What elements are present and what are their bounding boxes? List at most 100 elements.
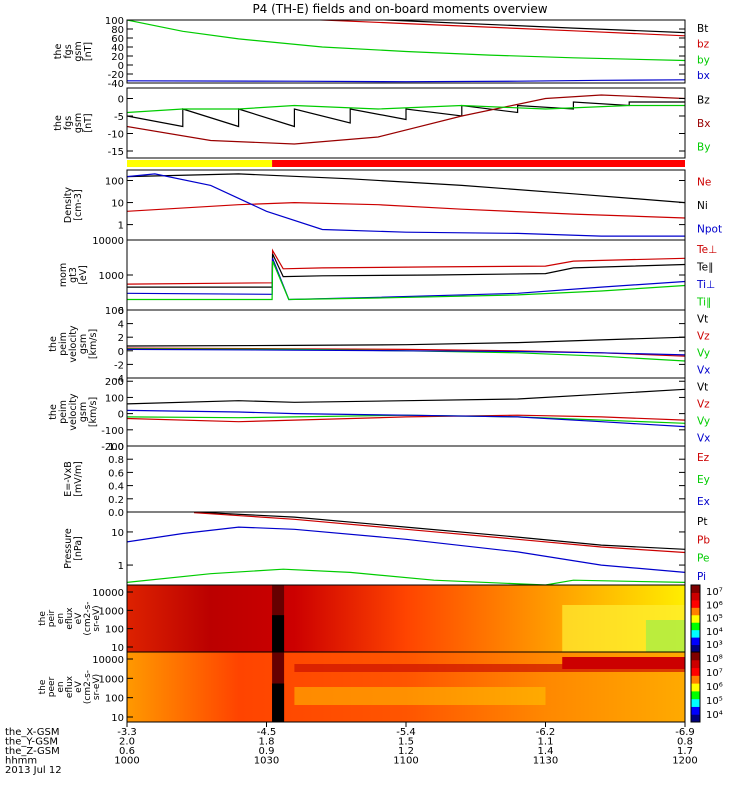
y-tick-label: 0 (118, 410, 124, 421)
series-line-fgs-gsm-2 (127, 20, 685, 62)
colorbar-segment (691, 637, 700, 646)
series-line-pressure-0 (193, 512, 685, 550)
legend-entry-fgs-gsm-detail-0: Bz (697, 95, 710, 107)
y-axis-label: the (38, 611, 48, 626)
y-axis-label: Pressure (63, 528, 74, 569)
panel-fgs-gsm-detail: -15 -10 -5 0 the fgs gsm [nT] Bz Bx By (53, 87, 710, 159)
x-axis-value: 1130 (533, 756, 558, 767)
colorbar-segment (691, 585, 700, 593)
legend-entry-pressure-3: Pi (697, 571, 706, 583)
colorbar-tick-label: 10⁵ (706, 614, 723, 625)
legend-entry-pressure-2: Pe (697, 553, 709, 565)
y-tick-label: 0.6 (108, 468, 124, 479)
y-tick-label: -40 (108, 79, 124, 90)
legend-entry-temperature-2: Ti⊥ (696, 279, 715, 291)
y-tick-label: -10 (108, 130, 124, 141)
spectrogram-peer-spectrogram: 10 100 1000 10000 the peer en eflux eV (cm2-s-sr-… (38, 651, 723, 724)
series-line-density-1 (127, 173, 685, 204)
y-tick-label: 200 (105, 377, 124, 388)
y-tick-label: 80 (111, 25, 124, 36)
colorbar-tick-label: 10⁷ (706, 668, 723, 679)
panel-frame (126, 19, 686, 84)
y-axis-label: eflux (65, 607, 75, 630)
y-axis-label: eflux (65, 675, 75, 698)
legend-entry-efield-2: Ex (697, 496, 710, 508)
y-axis-label: the (48, 336, 59, 352)
spectrogram-band-low (294, 687, 546, 705)
series-line-temperature-2 (127, 258, 685, 301)
legend-entry-velocity-peim-0: Vt (697, 382, 708, 394)
series-line-velocity-peim-3 (127, 409, 685, 428)
colorbar-tick-label: 10⁶ (706, 682, 723, 693)
panel-efield: 0.0 0.2 0.4 0.6 0.8 1.0 E=-VxB [mV/m] Ez Ey Ex (63, 442, 710, 519)
plot-title: P4 (TH-E) fields and on-board moments ov… (252, 2, 547, 16)
y-tick-label: 100 (105, 625, 124, 636)
x-axis-value: 1030 (254, 756, 279, 767)
x-axis-layer: the_X-GSM -3.3 -4.5 -5.4 -6.2 -6.9 the_Y-GSM 2.… (5, 722, 698, 776)
colorbar-frame (690, 651, 701, 723)
y-axis-label: gsm (78, 402, 89, 422)
panel-frame (126, 445, 686, 513)
legend-entry-pressure-0: Pt (697, 516, 707, 528)
legend-entry-velocity-perp-2: Vy (697, 348, 710, 360)
series-line-fgs-gsm-1 (308, 20, 685, 37)
y-tick-label: 10000 (92, 236, 124, 247)
colorbar-segment (691, 644, 700, 653)
colorbar-tick-label: 10³ (706, 640, 723, 651)
legend-entry-fgs-gsm-detail-1: Bx (697, 118, 710, 130)
y-tick-label: 1000 (99, 271, 124, 282)
x-axis-value: 1.8 (259, 737, 275, 748)
series-line-fgs-gsm-detail-1 (127, 94, 685, 145)
y-axis-label: fgs (63, 44, 74, 58)
y-axis-label: [mV/m] (73, 461, 84, 497)
y-axis-label: E=-VxB (63, 461, 74, 496)
series-line-pressure-3 (127, 526, 685, 573)
y-axis-label: (cm2-s- (83, 670, 93, 704)
y-tick-label: 0 (118, 347, 124, 358)
series-line-velocity-peim-0 (127, 388, 685, 405)
panel-pressure: 1 10 Pressure [nPa] Pt Pb Pe Pi (63, 511, 710, 586)
y-axis-label: en (56, 613, 66, 624)
y-axis-label: velocity (68, 325, 79, 363)
y-axis-label: sr-eV) (92, 674, 102, 700)
y-tick-label: -100 (101, 426, 124, 437)
series-line-velocity-perp-3 (127, 348, 685, 356)
x-axis-value: -3.3 (117, 727, 137, 738)
series-line-velocity-perp-2 (127, 348, 685, 362)
series-line-density-2 (127, 173, 685, 237)
series-line-velocity-peim-1 (127, 414, 685, 423)
colorbar-segment (691, 599, 700, 608)
y-axis-label: [nT] (83, 113, 94, 132)
status-bar-segment (272, 160, 685, 167)
y-axis-label: peim (58, 332, 69, 356)
colorbar-tick-label: 10⁴ (706, 627, 723, 638)
y-tick-label: -5 (114, 112, 124, 123)
y-axis-label: [km/s] (88, 329, 99, 359)
status-bar-segment (127, 160, 273, 167)
legend-entry-fgs-gsm-detail-2: By (697, 141, 710, 153)
colorbar-segment (691, 607, 700, 616)
y-tick-label: 100 (105, 694, 124, 705)
x-axis-row-label: the_Z-GSM (5, 746, 60, 757)
spectrogram-band (294, 664, 685, 672)
y-axis-label: gsm (78, 334, 89, 354)
legend-entry-pressure-1: Pb (697, 534, 710, 546)
legend-entry-velocity-perp-1: Vz (697, 331, 710, 343)
y-tick-label: 1.0 (108, 442, 124, 453)
spectrogram-gap-black (272, 615, 285, 652)
x-axis-value: -5.4 (396, 727, 416, 738)
legend-entry-velocity-perp-3: Vx (697, 365, 710, 377)
panel-temperature: 100 1000 10000 mom gt3 [eV] Te⊥ Te∥ Ti⊥ Ti∥ (58, 236, 717, 317)
legend-entry-fgs-gsm-0: Bt (697, 23, 708, 35)
x-axis-value: -6.9 (675, 727, 695, 738)
colorbar-tick-label: 10⁴ (706, 710, 723, 721)
y-tick-label: 60 (111, 34, 124, 45)
y-tick-label: 10 (111, 528, 124, 539)
series-line-temperature-1 (127, 253, 685, 288)
legend-entry-velocity-peim-2: Vy (697, 416, 710, 428)
y-tick-label: -15 (108, 147, 124, 158)
panel-frame (126, 169, 686, 241)
series-line-fgs-gsm-detail-2 (127, 104, 685, 114)
panel-frame (126, 87, 686, 159)
